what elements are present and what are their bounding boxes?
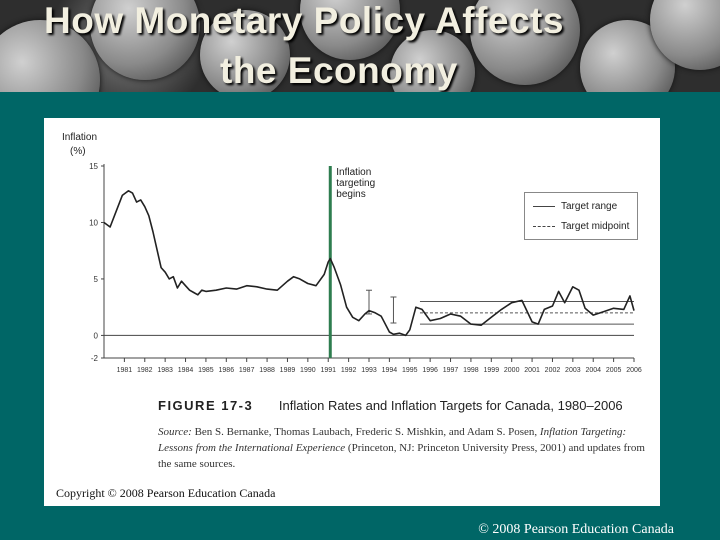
x-tick-label: 1998 [463,367,479,374]
x-tick-label: 1993 [361,367,377,374]
source-publisher: (Princeton, NJ: Princeton University Pre… [347,442,566,454]
figure-panel: 15 10 5 0 -2 Inflation (%) 1981 1982 1983 1984 1985… [44,118,660,506]
x-tick-label: 1996 [422,367,438,374]
x-tick-label: 1990 [300,367,316,374]
legend-item-target-range: Target range [533,201,617,212]
header-banner: How Monetary Policy Affects the Economy [0,0,720,92]
figure-caption: FIGURE 17-3 Inflation Rates and Inflatio… [158,398,623,413]
figure-copyright: Copyright © 2008 Pearson Education Canad… [56,486,276,500]
inflation-series-line [103,190,635,337]
x-tick-label: 1982 [137,367,153,374]
y-tick-label: 10 [89,218,98,227]
y-axis-label: Inflation [62,132,97,143]
source-update: and updates from the same sources. [158,442,645,470]
source-authors: Ben S. Bernanke, Thomas Laubach, Frederi… [194,426,538,438]
coin-decoration [390,30,475,92]
y-tick-label: 0 [94,331,99,340]
slide-title: How Monetary Policy Affects the Economy [0,0,720,92]
y-axis-label-unit: (%) [70,146,86,157]
legend-label-target-midpoint: Target midpoint [561,221,630,232]
figure-caption-text: Inflation Rates and Inflation Targets fo… [278,398,623,413]
x-tick-label: 1991 [320,367,336,374]
annotation-label: targeting [336,178,375,189]
x-tick-label: 1999 [484,367,500,374]
x-tick-label: 1992 [341,367,357,374]
x-tick-label: 2001 [524,367,540,374]
x-tick-label: 1994 [382,367,398,374]
x-tick-label: 1995 [402,367,418,374]
x-tick-label: 1984 [178,367,194,374]
legend-swatch-dashed [533,226,555,227]
x-tick-label: 2004 [585,367,601,374]
source-title: Inflation Targeting: Lessons from the In… [158,426,627,454]
slide-title-line2: the Economy [220,50,458,91]
inflation-chart: 15 10 5 0 -2 Inflation (%) 1981 1982 1983 1984 1985… [62,132,642,374]
x-tick-label: 2006 [626,367,642,374]
x-tick-label: 2005 [606,367,622,374]
y-tick-label: 15 [89,162,98,171]
x-tick-label: 1988 [259,367,275,374]
x-tick-label: 2000 [504,367,520,374]
legend-label-target-range: Target range [561,201,618,212]
x-tick-label: 2002 [545,367,561,374]
x-tick-label: 1987 [239,367,255,374]
legend-swatch-solid [533,206,555,207]
y-tick-label: 5 [94,275,99,284]
legend-item-target-midpoint: Target midpoint [533,221,629,232]
y-tick-label: -2 [91,354,99,363]
coin-decoration [470,0,580,85]
x-tick-label: 1983 [157,367,173,374]
figure-number: FIGURE 17-3 [158,398,254,413]
x-tick-label: 1981 [117,367,133,374]
slide-footer: © 2008 Pearson Education Canada [478,522,674,537]
annotation-label: Inflation [336,167,371,178]
x-tick-label: 1986 [219,367,235,374]
chart-legend: Target range Target midpoint [524,192,638,240]
x-tick-label: 2003 [565,367,581,374]
x-tick-label: 1989 [280,367,296,374]
x-tick-label: 1997 [443,367,459,374]
figure-source: Source: Ben S. Bernanke, Thomas Laubach,… [158,424,654,472]
source-label: Source: [158,426,192,438]
annotation-label: begins [336,189,365,200]
coin-decoration [200,10,290,92]
x-tick-label: 1985 [198,367,214,374]
slide-title-line1: How Monetary Policy Affects [44,0,564,41]
